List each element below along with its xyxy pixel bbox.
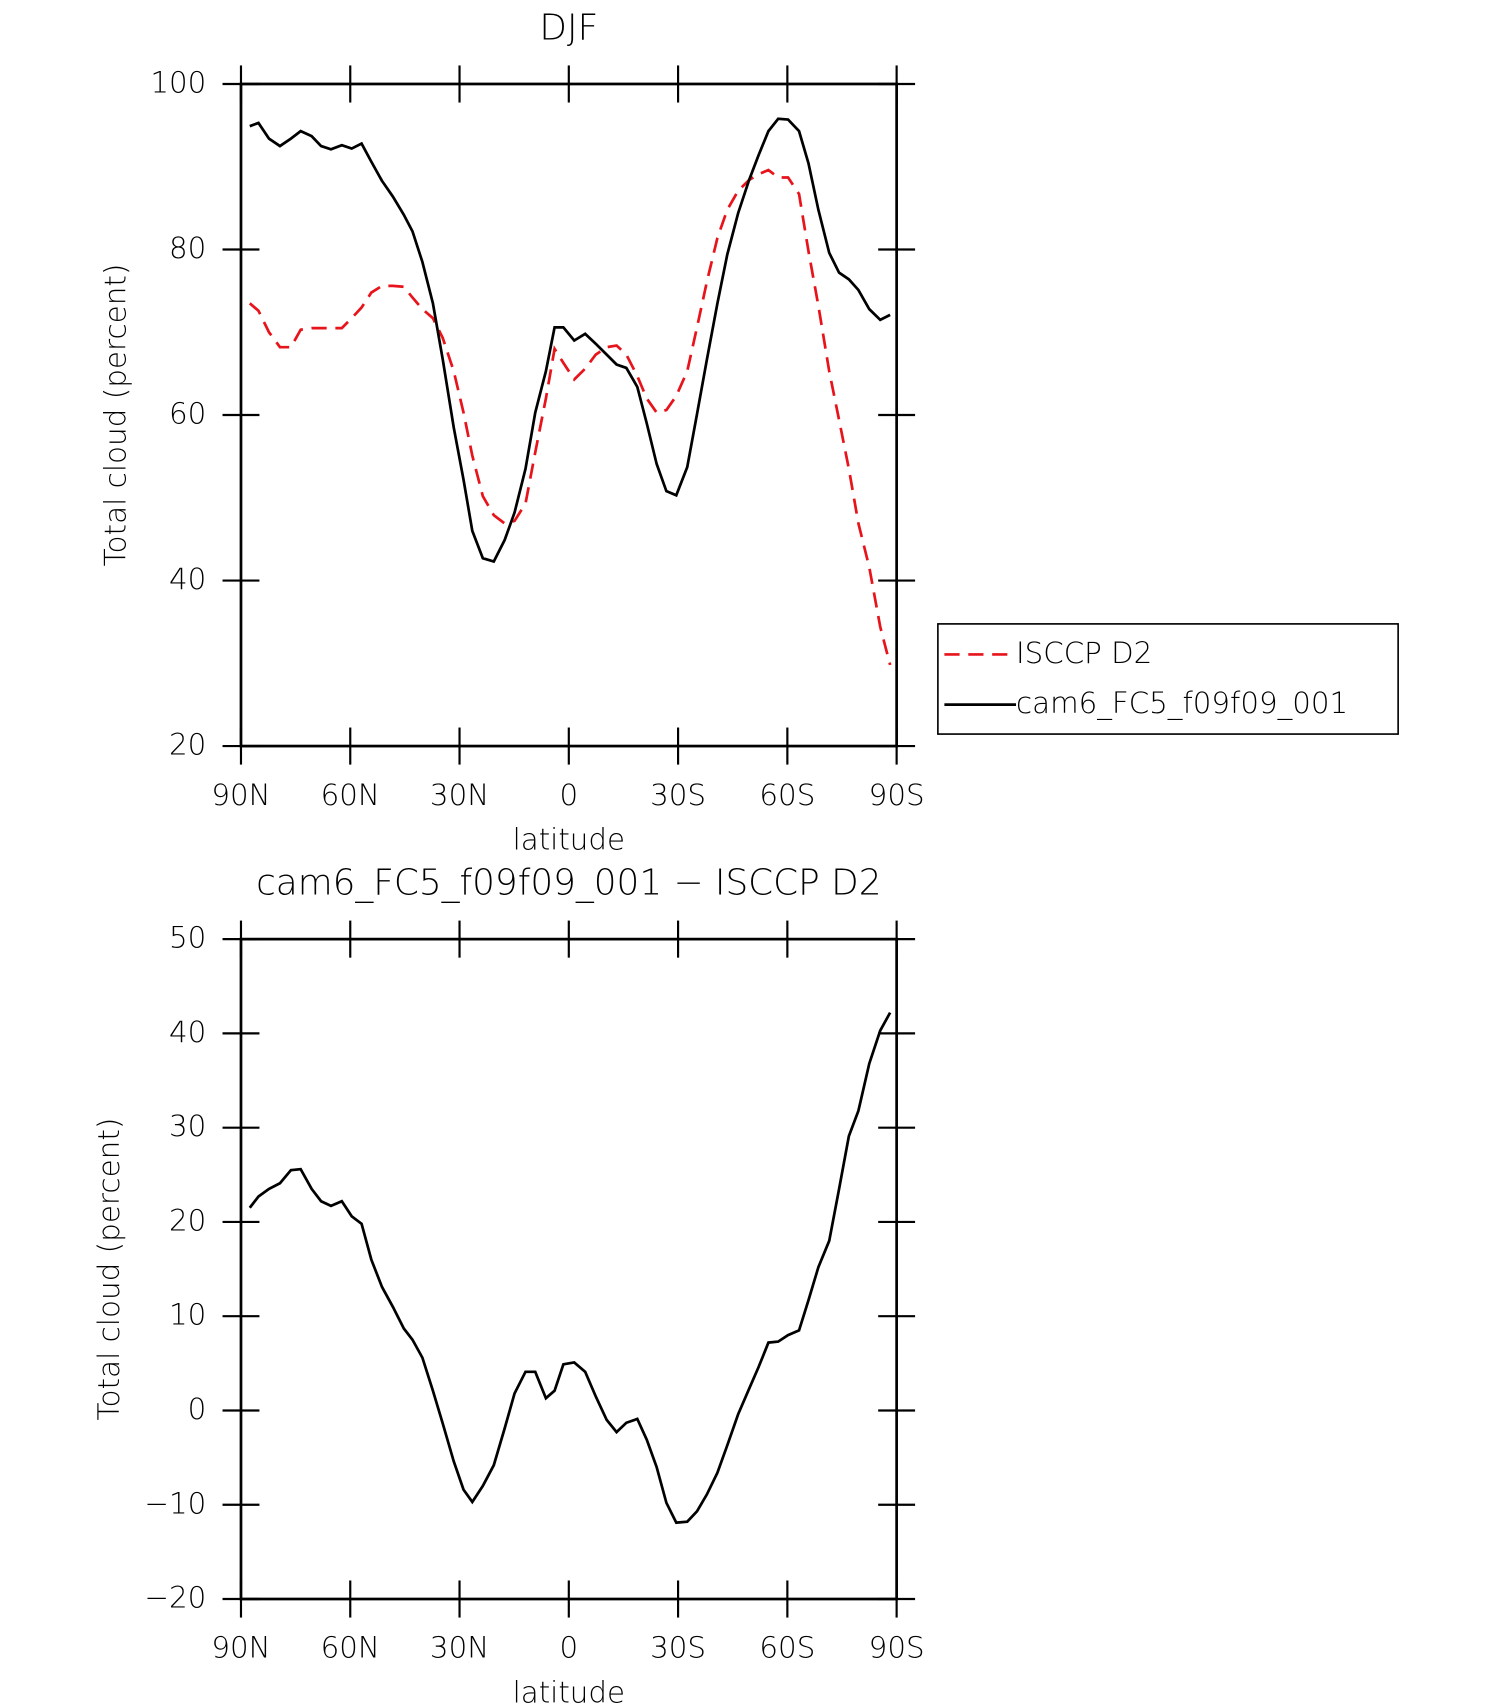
x-tick-label: 30N — [430, 778, 489, 812]
y-tick-label: −20 — [144, 1580, 206, 1614]
y-axis-label: Total cloud (percent) — [92, 1118, 126, 1421]
y-tick-label: −10 — [144, 1486, 206, 1520]
y-tick-label: 20 — [169, 1203, 206, 1237]
x-tick-label: 60S — [759, 778, 815, 812]
x-tick-label: 30N — [430, 1631, 489, 1665]
x-tick-label: 90N — [211, 1631, 270, 1665]
x-axis-label: latitude — [513, 1675, 625, 1707]
legend-box — [937, 623, 1399, 735]
x-tick-label: 0 — [559, 778, 578, 812]
y-tick-label: 40 — [169, 562, 206, 596]
y-tick-label: 10 — [169, 1298, 206, 1332]
x-tick-label: 30S — [650, 778, 706, 812]
chart-title: DJF — [539, 7, 598, 48]
x-tick-label: 90S — [869, 1631, 925, 1665]
x-tick-label: 0 — [559, 1631, 578, 1665]
y-tick-label: 20 — [169, 728, 206, 762]
plot-frame — [239, 82, 898, 748]
legend-label: cam6_FC5_f09f09_001 — [1016, 686, 1348, 721]
y-tick-label: 30 — [169, 1109, 206, 1143]
plot-frame — [239, 937, 898, 1601]
y-tick-label: 0 — [188, 1392, 207, 1426]
x-tick-label: 90N — [211, 778, 270, 812]
chart-title: cam6_FC5_f09f09_001 − ISCCP D2 — [256, 863, 881, 904]
y-tick-label: 60 — [169, 396, 206, 430]
y-axis-label: Total cloud (percent) — [99, 264, 133, 567]
y-tick-label: 100 — [150, 65, 206, 99]
y-tick-label: 50 — [169, 921, 206, 955]
data-line — [249, 117, 891, 564]
x-axis-label: latitude — [513, 822, 625, 856]
y-tick-label: 40 — [169, 1015, 206, 1049]
x-tick-label: 90S — [869, 778, 925, 812]
x-tick-label: 60S — [759, 1631, 815, 1665]
x-tick-label: 60N — [321, 1631, 380, 1665]
data-line — [248, 1011, 892, 1525]
x-tick-label: 60N — [321, 778, 380, 812]
legend-label: ISCCP D2 — [1016, 636, 1152, 670]
y-tick-label: 80 — [169, 231, 206, 265]
x-tick-label: 30S — [650, 1631, 706, 1665]
data-line — [248, 168, 892, 666]
